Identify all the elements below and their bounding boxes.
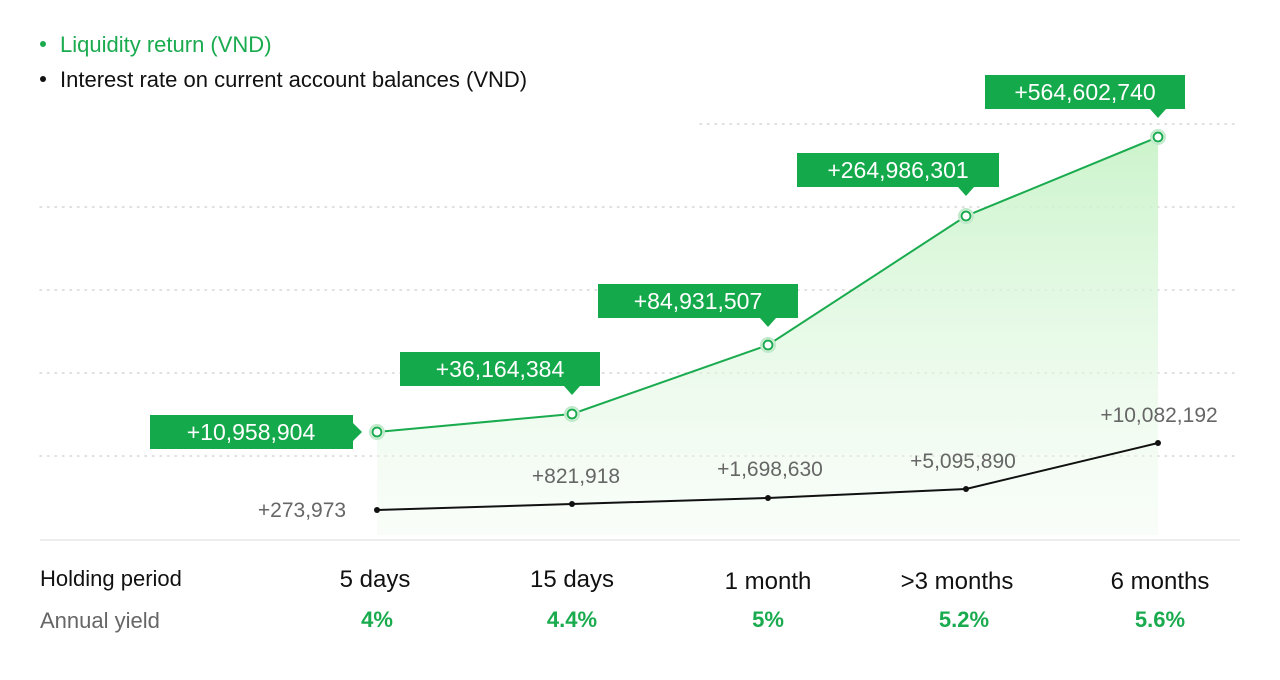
legend-label-interest: Interest rate on current account balance…: [60, 67, 528, 92]
period-6-months: 6 months: [1110, 568, 1210, 595]
interest-point: [374, 507, 380, 513]
legend-label-liquidity: Liquidity return (VND): [60, 32, 272, 57]
interest-point: [765, 495, 771, 501]
yield-15-days: 4.4%: [546, 607, 598, 632]
liquidity-value-label: +84,931,507: [598, 284, 798, 327]
legend-dot-black: [40, 76, 46, 83]
data-labels: +10,958,904 +36,164,384 +84,931,507 +264,98…: [150, 75, 1218, 522]
period-1-month: 1 month: [724, 568, 812, 595]
svg-text:+36,164,384: +36,164,384: [436, 356, 565, 382]
yield-5-days: 4%: [361, 607, 393, 632]
svg-text:+84,931,507: +84,931,507: [634, 288, 763, 314]
liquidity-point: [958, 208, 974, 224]
period-15-days: 15 days: [529, 566, 615, 593]
data-points: [369, 129, 1166, 513]
yield-3-months: 5.2%: [938, 607, 990, 632]
liquidity-point: [564, 406, 580, 422]
period-3-months: >3 months: [900, 568, 1014, 595]
legend-item-liquidity: Liquidity return (VND): [40, 32, 272, 58]
liquidity-point: [1150, 129, 1166, 145]
green-area: [377, 137, 1158, 535]
interest-value-label: +1,698,630: [717, 458, 823, 481]
interest-point: [569, 501, 575, 507]
interest-value-label: +273,973: [258, 499, 346, 522]
holding-period-label: Holding period: [40, 566, 182, 591]
interest-value-label: +821,918: [532, 465, 620, 488]
liquidity-value-label: +564,602,740: [985, 75, 1185, 118]
liquidity-point: [369, 424, 385, 440]
period-5-days: 5 days: [339, 566, 411, 593]
liquidity-value-label: +264,986,301: [797, 153, 999, 196]
annual-yield-label: Annual yield: [40, 608, 160, 633]
legend-dot-green: [40, 41, 46, 48]
legend-item-interest: Interest rate on current account balance…: [40, 67, 527, 93]
liquidity-point: [760, 337, 776, 353]
liquidity-value-label: +10,958,904: [150, 415, 362, 449]
yield-6-months: 5.6%: [1134, 607, 1186, 632]
interest-point: [963, 486, 969, 492]
interest-point: [1155, 440, 1161, 446]
svg-text:+264,986,301: +264,986,301: [827, 157, 968, 183]
svg-text:+10,958,904: +10,958,904: [187, 419, 316, 445]
yield-1-month: 5%: [752, 607, 784, 632]
interest-value-label: +5,095,890: [910, 450, 1016, 473]
interest-value-label: +10,082,192: [1100, 404, 1217, 427]
liquidity-value-label: +36,164,384: [400, 352, 600, 395]
svg-text:+564,602,740: +564,602,740: [1014, 79, 1155, 105]
liquidity-area: [377, 137, 1158, 535]
